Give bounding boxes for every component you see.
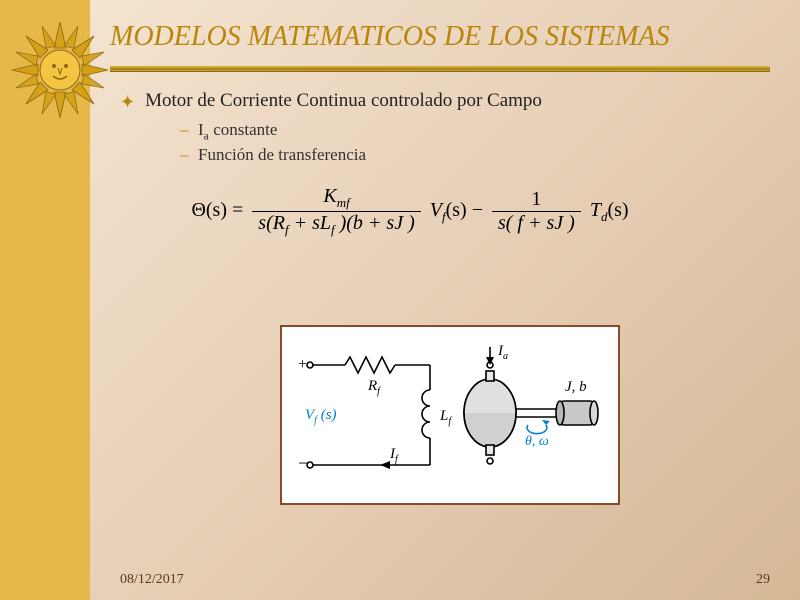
svg-text:−: − [298, 453, 308, 473]
footer-date: 08/12/2017 [120, 572, 184, 588]
svg-text:θ, ω: θ, ω [525, 434, 549, 449]
transfer-function-equation: Θ(s) = Kmf s(Rf + sLf )(b + sJ ) Vf(s) −… [130, 185, 690, 238]
footer-page-number: 29 [756, 572, 770, 588]
sub-bullet-item: Función de transferencia [180, 145, 770, 165]
title-divider [110, 66, 770, 72]
motor-circuit-diagram: + Rf Lf − If Vf [280, 325, 620, 505]
page-title: MODELOS MATEMATICOS DE LOS SISTEMAS [110, 20, 770, 54]
sub-bullet-text: Ia constante [198, 120, 277, 139]
svg-text:Rf: Rf [367, 378, 381, 397]
svg-text:Ia: Ia [497, 343, 508, 362]
main-bullet: ✦ Motor de Corriente Continua controlado… [120, 90, 770, 114]
sun-icon [10, 20, 110, 120]
sub-bullet-list: Ia constante Función de transferencia [180, 120, 770, 165]
sub-bullet-item: Ia constante [180, 120, 770, 143]
svg-text:J, b: J, b [565, 379, 587, 395]
svg-text:Vf (s): Vf (s) [305, 407, 337, 426]
svg-text:Lf: Lf [439, 408, 452, 427]
eq-fraction-2: 1 s( f + sJ ) [492, 188, 581, 235]
eq-fraction-1: Kmf s(Rf + sLf )(b + sJ ) [252, 185, 420, 238]
main-bullet-text: Motor de Corriente Continua controlado p… [145, 90, 542, 112]
content-area: MODELOS MATEMATICOS DE LOS SISTEMAS ✦ Mo… [110, 20, 770, 580]
sub-bullet-text: Función de transferencia [198, 145, 366, 164]
svg-text:+: + [298, 356, 307, 373]
svg-text:If: If [389, 446, 399, 465]
star-bullet-icon: ✦ [120, 90, 135, 114]
eq-lhs: Θ(s) = [191, 199, 243, 221]
eq-vf: V [430, 199, 442, 221]
eq-td: T [590, 199, 601, 221]
